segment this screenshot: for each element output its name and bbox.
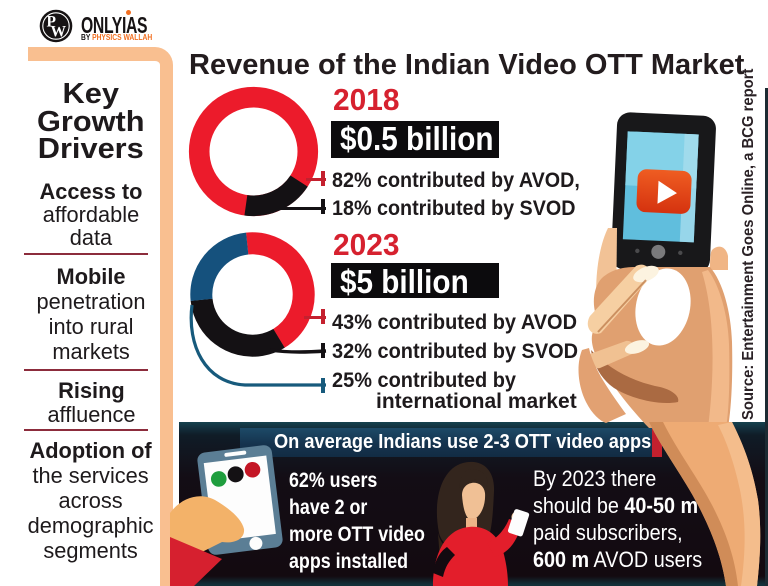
- svg-text:P: P: [47, 14, 57, 31]
- svg-text:W: W: [51, 24, 67, 41]
